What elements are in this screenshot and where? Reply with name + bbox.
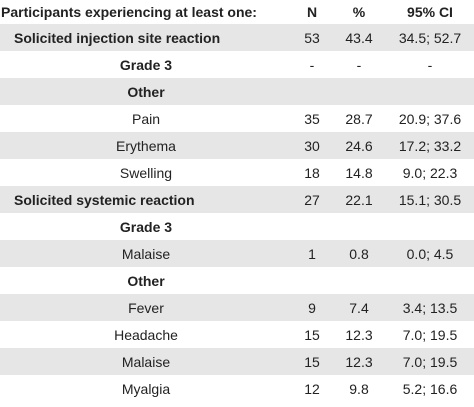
row-n [292, 267, 332, 294]
row-ci: 0.0; 4.5 [406, 245, 454, 262]
row-n: 53 [304, 29, 320, 46]
table-row: Solicited systemic reaction 27 22.1 15.1… [0, 186, 474, 213]
row-label: Swelling [119, 164, 173, 181]
row-n: 35 [304, 110, 320, 127]
header-ci: 95% CI [407, 4, 453, 20]
header-label: Participants experiencing at least one: [1, 4, 257, 20]
row-ci [386, 267, 474, 294]
row-ci: 17.2; 33.2 [398, 137, 462, 154]
row-ci: 7.0; 19.5 [402, 326, 458, 343]
table-row: Solicited injection site reaction 53 43.… [0, 24, 474, 51]
row-label: Grade 3 [119, 56, 173, 73]
row-percent: 43.4 [345, 29, 373, 46]
table-row: Erythema 30 24.6 17.2; 33.2 [0, 132, 474, 159]
row-label: Solicited systemic reaction [14, 191, 195, 208]
row-n: 27 [304, 191, 320, 208]
row-percent: 9.8 [349, 380, 369, 397]
row-label: Myalgia [121, 380, 171, 397]
row-n: 1 [308, 245, 316, 262]
row-percent: 12.3 [345, 353, 373, 370]
row-label: Malaise [121, 245, 171, 262]
row-percent [332, 78, 386, 105]
table-row: Grade 3 - - - [0, 51, 474, 78]
row-n: 12 [304, 380, 320, 397]
header-n: N [306, 4, 318, 20]
row-ci [386, 213, 474, 240]
row-label: Grade 3 [119, 218, 173, 235]
row-label: Malaise [121, 353, 171, 370]
row-label: Other [127, 83, 165, 100]
table-row: Headache 15 12.3 7.0; 19.5 [0, 321, 474, 348]
table-row: Malaise 1 0.8 0.0; 4.5 [0, 240, 474, 267]
row-ci: 9.0; 22.3 [402, 164, 458, 181]
table-row: Myalgia 12 9.8 5.2; 16.6 [0, 375, 474, 402]
row-n: 9 [308, 299, 316, 316]
row-label: Erythema [116, 137, 176, 154]
row-percent [332, 213, 386, 240]
table-row: Swelling 18 14.8 9.0; 22.3 [0, 159, 474, 186]
row-n: 18 [304, 164, 320, 181]
row-ci: 7.0; 19.5 [402, 353, 458, 370]
row-percent: 12.3 [345, 326, 373, 343]
row-ci: 20.9; 37.6 [398, 110, 462, 127]
row-percent: 0.8 [349, 245, 369, 262]
row-n [292, 78, 332, 105]
row-label: Fever [128, 299, 164, 316]
row-ci: 34.5; 52.7 [398, 29, 462, 46]
row-percent: 24.6 [345, 137, 373, 154]
row-percent: 7.4 [349, 299, 369, 316]
row-n: 15 [304, 353, 320, 370]
row-percent: 22.1 [345, 191, 373, 208]
row-n: 15 [304, 326, 320, 343]
row-label: Headache [114, 326, 178, 343]
row-label: Pain [131, 110, 161, 127]
row-ci: - [427, 56, 433, 73]
row-n: - [309, 56, 315, 73]
table-row: Grade 3 [0, 213, 474, 240]
row-percent [332, 267, 386, 294]
row-percent: - [356, 56, 362, 73]
row-ci: 15.1; 30.5 [398, 191, 462, 208]
row-label: Solicited injection site reaction [14, 29, 221, 46]
row-ci: 3.4; 13.5 [402, 299, 458, 316]
row-ci [386, 78, 474, 105]
table-row: Fever 9 7.4 3.4; 13.5 [0, 294, 474, 321]
row-percent: 14.8 [345, 164, 373, 181]
row-n: 30 [304, 137, 320, 154]
table-row: Other [0, 267, 474, 294]
table-row: Other [0, 78, 474, 105]
row-label: Other [127, 272, 165, 289]
table-row: Malaise 15 12.3 7.0; 19.5 [0, 348, 474, 375]
row-n [292, 213, 332, 240]
header-percent: % [352, 4, 366, 20]
row-percent: 28.7 [345, 110, 373, 127]
table-row: Pain 35 28.7 20.9; 37.6 [0, 105, 474, 132]
row-ci: 5.2; 16.6 [402, 380, 458, 397]
table-header-row: Participants experiencing at least one: … [0, 0, 474, 24]
